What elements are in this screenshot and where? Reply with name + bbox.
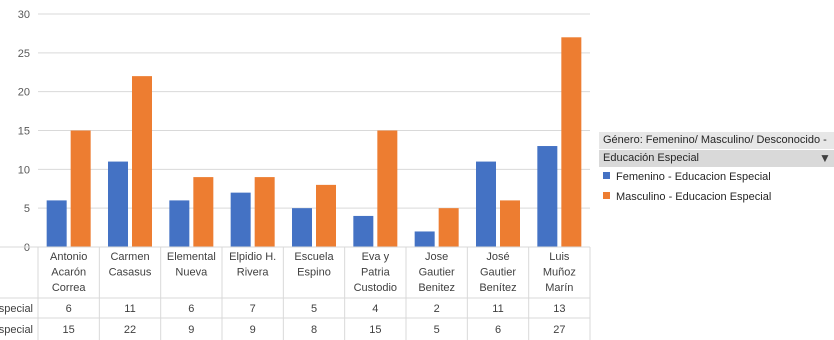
- table-cell-value: 9: [188, 324, 194, 336]
- table-cell-value: 8: [311, 324, 317, 336]
- category-label: Escuela: [294, 251, 334, 263]
- legend-header-line1: Género: Femenino/ Masculino/ Desconocido…: [603, 134, 827, 146]
- table-cell-value: 22: [124, 324, 136, 336]
- bar-femenino[interactable]: [108, 161, 128, 247]
- table-cell-value: 5: [434, 324, 440, 336]
- table-cell-value: 11: [492, 303, 503, 315]
- legend-label-femenino: Femenino - Educacion Especial: [616, 171, 771, 183]
- bar-masculino[interactable]: [500, 200, 520, 247]
- table-cell-value: 7: [250, 303, 256, 315]
- category-label: Elemental: [167, 251, 216, 263]
- legend-header-field[interactable]: Educación Especial ▼: [599, 150, 834, 167]
- bar-femenino[interactable]: [476, 161, 496, 247]
- bar-femenino[interactable]: [414, 231, 435, 247]
- table-cell-value: 5: [311, 303, 317, 315]
- table-row-label: especial: [0, 303, 33, 315]
- category-label: Carmen: [110, 251, 149, 263]
- category-label: Gautier: [480, 267, 516, 279]
- category-label: Gautier: [419, 267, 455, 279]
- bar-femenino[interactable]: [169, 200, 190, 247]
- gridlines: [38, 13, 590, 209]
- table-cell-value: 27: [553, 324, 565, 336]
- bar-masculino[interactable]: [193, 177, 214, 247]
- category-label: Acarón: [51, 267, 86, 279]
- data-table: Antonio Acarón Correa Carmen Casasus Elementa…: [0, 246, 591, 340]
- category-label: Antonio: [50, 251, 87, 263]
- category-label: Casasus: [109, 267, 152, 279]
- table-cell-value: 2: [434, 303, 440, 315]
- bar-masculino[interactable]: [254, 177, 275, 247]
- y-tick-label: 15: [18, 126, 30, 138]
- category-label: Custodio: [354, 282, 397, 294]
- legend-header-line2: Educación Especial: [603, 152, 700, 164]
- category-label: Benitez: [418, 282, 455, 294]
- bar-masculino[interactable]: [70, 130, 91, 248]
- bar-masculino[interactable]: [438, 208, 459, 247]
- bar-femenino[interactable]: [230, 192, 251, 247]
- table-cell-value: 4: [372, 303, 378, 315]
- category-label: Jose: [425, 251, 448, 263]
- legend-swatch-femenino: [603, 172, 610, 179]
- bar-masculino[interactable]: [316, 184, 336, 247]
- table-cell-value: 6: [495, 324, 501, 336]
- category-label: Nueva: [175, 267, 208, 279]
- table-cell-value: 15: [369, 324, 381, 336]
- category-label: Eva y: [362, 251, 390, 263]
- y-tick-label: 0: [24, 242, 30, 254]
- bar-femenino[interactable]: [292, 208, 312, 247]
- legend-item-masculino[interactable]: Masculino - Educacion Especial: [599, 187, 834, 207]
- category-label: Correa: [52, 282, 87, 294]
- table-cell-value: 6: [66, 303, 72, 315]
- category-label: Patria: [361, 267, 391, 279]
- bar-masculino[interactable]: [561, 37, 582, 247]
- y-tick-label: 30: [18, 9, 30, 21]
- category-label: Marín: [545, 282, 573, 294]
- bars: [46, 37, 582, 248]
- table-cell-value: 11: [124, 303, 135, 315]
- bar-femenino[interactable]: [537, 146, 558, 247]
- y-axis-ticks: 0 5 10 15 20 25 30: [18, 9, 30, 254]
- table-cell-value: 6: [188, 303, 194, 315]
- category-label: Luis: [549, 251, 570, 263]
- bar-femenino[interactable]: [46, 200, 67, 247]
- filter-icon[interactable]: ▼: [819, 151, 831, 165]
- bar-femenino[interactable]: [353, 215, 374, 247]
- legend-item-femenino[interactable]: Femenino - Educacion Especial: [599, 167, 834, 187]
- legend-label-masculino: Masculino - Educacion Especial: [616, 191, 772, 203]
- table-cell-value: 13: [553, 303, 565, 315]
- legend: Género: Femenino/ Masculino/ Desconocido…: [599, 132, 834, 207]
- category-label: Benítez: [479, 282, 516, 294]
- bar-masculino[interactable]: [377, 130, 398, 248]
- category-label: José: [486, 251, 509, 263]
- legend-swatch-masculino: [603, 192, 610, 199]
- y-tick-label: 10: [18, 164, 30, 176]
- legend-header[interactable]: Género: Femenino/ Masculino/ Desconocido…: [599, 132, 834, 149]
- y-tick-label: 20: [18, 87, 30, 99]
- category-label: Rivera: [237, 267, 270, 279]
- y-tick-label: 5: [24, 203, 30, 215]
- table-cell-value: 9: [250, 324, 256, 336]
- category-label: Elpidio H.: [229, 251, 276, 263]
- bar-masculino[interactable]: [132, 76, 152, 247]
- y-tick-label: 25: [18, 48, 30, 60]
- category-label: Espino: [297, 267, 331, 279]
- table-cell-value: 15: [63, 324, 75, 336]
- table-row-label: Especial: [0, 324, 33, 336]
- category-label: Muñoz: [543, 267, 576, 279]
